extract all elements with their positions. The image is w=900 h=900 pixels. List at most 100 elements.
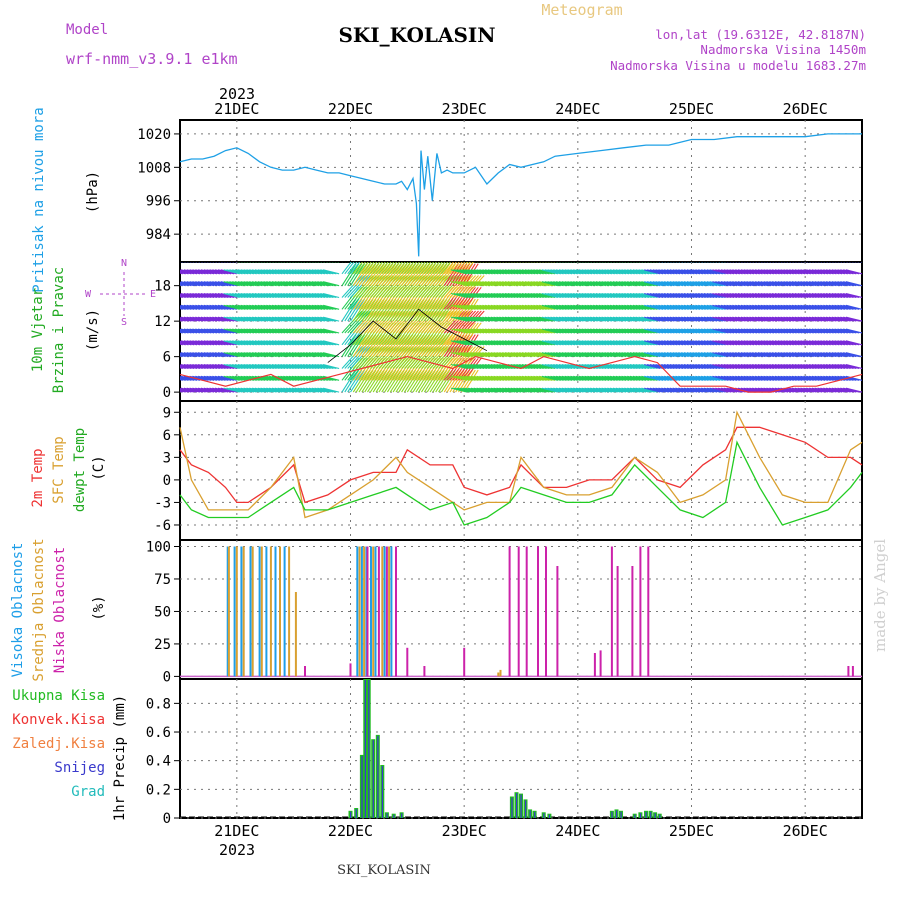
wind-barb xyxy=(254,352,272,358)
wind-barb xyxy=(291,316,309,322)
wind-barb xyxy=(683,340,701,346)
wind-barb xyxy=(372,262,384,275)
wind-barb xyxy=(200,340,218,346)
wind-barb xyxy=(618,340,635,346)
wind-barb xyxy=(361,369,377,393)
wind-barb xyxy=(678,269,695,275)
wind-barb xyxy=(754,387,772,393)
wind-barb xyxy=(386,369,402,393)
wind-barb xyxy=(686,328,704,334)
wind-barb xyxy=(226,375,243,381)
wind-barb xyxy=(490,375,507,381)
wind-barb xyxy=(717,304,735,310)
wind-barb xyxy=(392,334,408,357)
wind-barb xyxy=(386,298,402,322)
wind-barb xyxy=(381,369,397,393)
wind-barb xyxy=(180,353,189,358)
cloud-high-bar xyxy=(383,546,386,677)
wind-barb xyxy=(232,352,249,358)
wind-barb xyxy=(347,310,369,334)
wind-barb xyxy=(794,316,811,322)
wind-barb xyxy=(840,304,857,310)
wind-barb xyxy=(426,334,442,357)
wind-barb xyxy=(415,334,431,357)
wind-barb xyxy=(740,340,758,346)
wind-barb xyxy=(683,281,701,287)
wind-barb xyxy=(288,363,306,370)
wind-barb xyxy=(735,363,752,370)
wind-barb xyxy=(504,281,522,287)
wind-barb xyxy=(516,387,533,393)
wind-barb xyxy=(709,352,726,358)
wind-barb xyxy=(814,292,831,299)
wind-barb xyxy=(601,340,618,346)
wind-barb xyxy=(180,305,192,310)
wind-barb xyxy=(533,304,550,310)
wind-barb xyxy=(283,363,300,370)
wind-barb xyxy=(837,292,854,299)
wind-barb xyxy=(607,375,624,381)
wind-barb xyxy=(320,387,337,393)
wind-barb xyxy=(814,304,831,310)
wind-barb xyxy=(286,387,303,393)
wind-barb xyxy=(459,340,476,346)
wind-barb xyxy=(217,352,235,358)
wind-barb xyxy=(203,352,220,358)
wind-barb xyxy=(251,363,269,370)
wind-barb xyxy=(226,352,243,358)
wind-barb xyxy=(423,263,439,286)
wind-barb xyxy=(627,316,644,322)
wind-barb xyxy=(387,262,389,263)
precip-snow-bar xyxy=(543,813,545,818)
wind-barb xyxy=(479,292,496,299)
wind-barb xyxy=(700,292,718,299)
wind-barb xyxy=(754,340,772,346)
wind-barb xyxy=(180,387,198,393)
wind-barb xyxy=(652,316,669,322)
cloud-high-bar xyxy=(283,546,286,677)
wind-barb xyxy=(367,263,382,286)
wind-barb xyxy=(322,375,340,381)
wind-barb xyxy=(183,328,201,334)
wind-barb xyxy=(291,363,309,370)
wind-barb xyxy=(757,304,775,310)
wind-barb xyxy=(524,328,542,334)
wind-barb xyxy=(706,340,723,346)
wind-barb xyxy=(271,328,289,334)
wind-barb xyxy=(655,304,672,310)
wind-barb xyxy=(592,352,610,358)
wind-barb xyxy=(763,387,780,393)
wind-barb xyxy=(598,387,615,393)
wind-barb xyxy=(246,363,263,370)
wind-barb xyxy=(635,316,652,322)
wind-barb xyxy=(749,363,766,370)
wind-barb xyxy=(573,340,590,346)
wind-barb xyxy=(797,363,814,370)
wind-barb xyxy=(192,281,209,287)
wind-barb xyxy=(686,281,704,287)
wind-barb xyxy=(220,352,237,358)
wind-barb xyxy=(683,375,701,381)
wind-barb xyxy=(769,328,786,334)
wind-barb xyxy=(831,340,848,346)
wind-barb xyxy=(558,304,576,310)
wind-barb xyxy=(646,269,664,275)
wind-barb xyxy=(695,304,712,310)
cloud-ylabel-low: Niska Oblacnost xyxy=(52,547,68,673)
wind-barb xyxy=(791,281,809,287)
wind-barb xyxy=(180,284,183,287)
wind-barb xyxy=(229,352,246,358)
wind-barb xyxy=(533,269,550,275)
wind-barb xyxy=(300,281,317,287)
precip-snow-bar xyxy=(616,810,618,818)
wind-barb xyxy=(427,262,428,263)
wind-barb xyxy=(828,328,846,334)
wind-barb xyxy=(493,340,510,346)
wind-barb xyxy=(180,376,192,381)
wind-barb xyxy=(698,316,715,322)
wind-barb xyxy=(234,281,252,287)
wind-barb xyxy=(632,340,650,346)
wind-barb xyxy=(607,304,624,310)
wind-barb xyxy=(432,310,454,334)
wind-barb xyxy=(806,340,823,346)
